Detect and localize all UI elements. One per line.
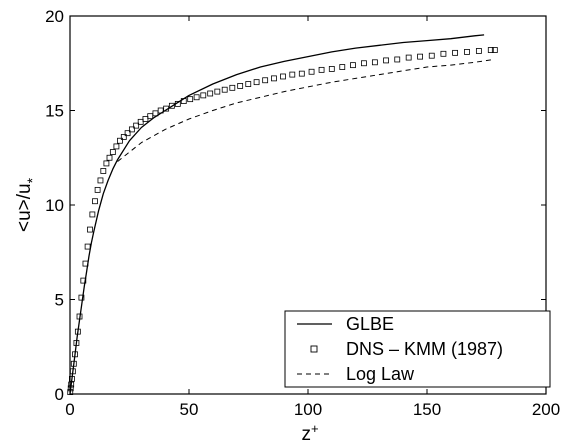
dns-point	[417, 53, 423, 60]
dns-point	[120, 134, 127, 140]
dns-point	[168, 102, 175, 109]
dns-point	[383, 57, 389, 64]
dns-point	[487, 47, 494, 53]
dns-point	[142, 116, 149, 122]
dns-point	[70, 360, 77, 367]
dns-point	[157, 107, 164, 114]
dns-point	[174, 100, 181, 107]
dns-point	[394, 56, 401, 63]
dns-point	[207, 90, 214, 97]
dns-point	[405, 54, 412, 61]
dns-point	[289, 71, 296, 78]
dns-point	[221, 86, 228, 93]
dns-point	[124, 130, 131, 137]
glbe-series-line	[69, 34, 485, 395]
dns-point	[318, 66, 325, 73]
dns-point	[72, 351, 78, 358]
dns-point	[69, 368, 76, 375]
dns-point	[113, 143, 120, 150]
dns-point	[76, 313, 83, 320]
x-tick-label: 150	[413, 400, 441, 419]
dns-point	[200, 92, 207, 99]
dns-point	[69, 375, 75, 382]
dns-point	[87, 226, 93, 233]
dns-point	[78, 294, 85, 301]
series-layer	[67, 34, 498, 396]
dns-point	[475, 48, 482, 54]
dns-point	[100, 168, 107, 174]
dns-point	[440, 50, 447, 57]
dns-point	[308, 68, 315, 75]
y-tick-label: 15	[45, 102, 64, 121]
dns-point	[328, 66, 335, 72]
dns-point	[214, 88, 221, 95]
y-axis-label: <u>/u*	[14, 177, 40, 232]
legend-label-loglaw: Log Law	[346, 364, 415, 384]
dns-point	[491, 47, 498, 53]
dns-point	[133, 122, 140, 129]
y-tick-label: 20	[45, 7, 64, 26]
axis-ticks: 0 50 100 150 200 0 5 10 15 20	[45, 7, 560, 419]
dns-point	[92, 198, 98, 205]
dns-point	[147, 113, 154, 120]
dns-point	[67, 385, 74, 392]
dns-point	[180, 98, 187, 104]
x-tick-label: 200	[532, 400, 560, 419]
dns-point	[428, 52, 435, 59]
dns-point	[452, 49, 458, 56]
x-tick-label: 0	[65, 400, 74, 419]
dns-point	[193, 94, 200, 101]
dns-point	[262, 77, 269, 84]
dns-point	[361, 60, 367, 67]
dns-point	[67, 389, 74, 396]
dns-point	[229, 84, 236, 91]
dns-point	[117, 137, 123, 144]
legend-label-glbe: GLBE	[346, 314, 394, 334]
dns-point	[298, 70, 305, 77]
loglaw-series-line	[117, 59, 494, 162]
dns-point	[187, 96, 194, 103]
dns-point	[109, 149, 116, 155]
legend: GLBE DNS – KMM (1987) Log Law	[284, 310, 551, 388]
dns-point	[103, 160, 110, 167]
dns-point	[94, 186, 101, 193]
dns-point	[464, 49, 470, 55]
dns-point	[245, 81, 252, 87]
dns-point	[371, 59, 378, 66]
legend-dns-marker	[310, 345, 318, 353]
x-tick-label: 50	[180, 400, 199, 419]
y-tick-label: 10	[45, 196, 64, 215]
y-tick-label: 5	[55, 291, 64, 310]
dns-point	[253, 79, 260, 86]
dns-point	[97, 177, 104, 184]
dns-point	[80, 277, 87, 284]
y-tick-label: 0	[55, 385, 64, 404]
dns-point	[339, 64, 346, 70]
dns-point	[163, 105, 170, 112]
legend-label-dns: DNS – KMM (1987)	[346, 339, 503, 359]
dns-point	[350, 62, 356, 69]
dns-point	[280, 73, 286, 80]
dns-point	[84, 243, 91, 250]
x-tick-label: 100	[294, 400, 322, 419]
dns-point	[73, 340, 80, 346]
dns-point	[74, 328, 81, 335]
dns-point	[237, 83, 244, 89]
dns-point	[106, 154, 113, 161]
dns-point	[271, 75, 277, 82]
x-axis-label: z+	[301, 421, 318, 445]
dns-point	[128, 126, 135, 133]
dns-point	[68, 381, 75, 388]
dns-point	[82, 260, 89, 267]
dns-point	[89, 211, 96, 218]
